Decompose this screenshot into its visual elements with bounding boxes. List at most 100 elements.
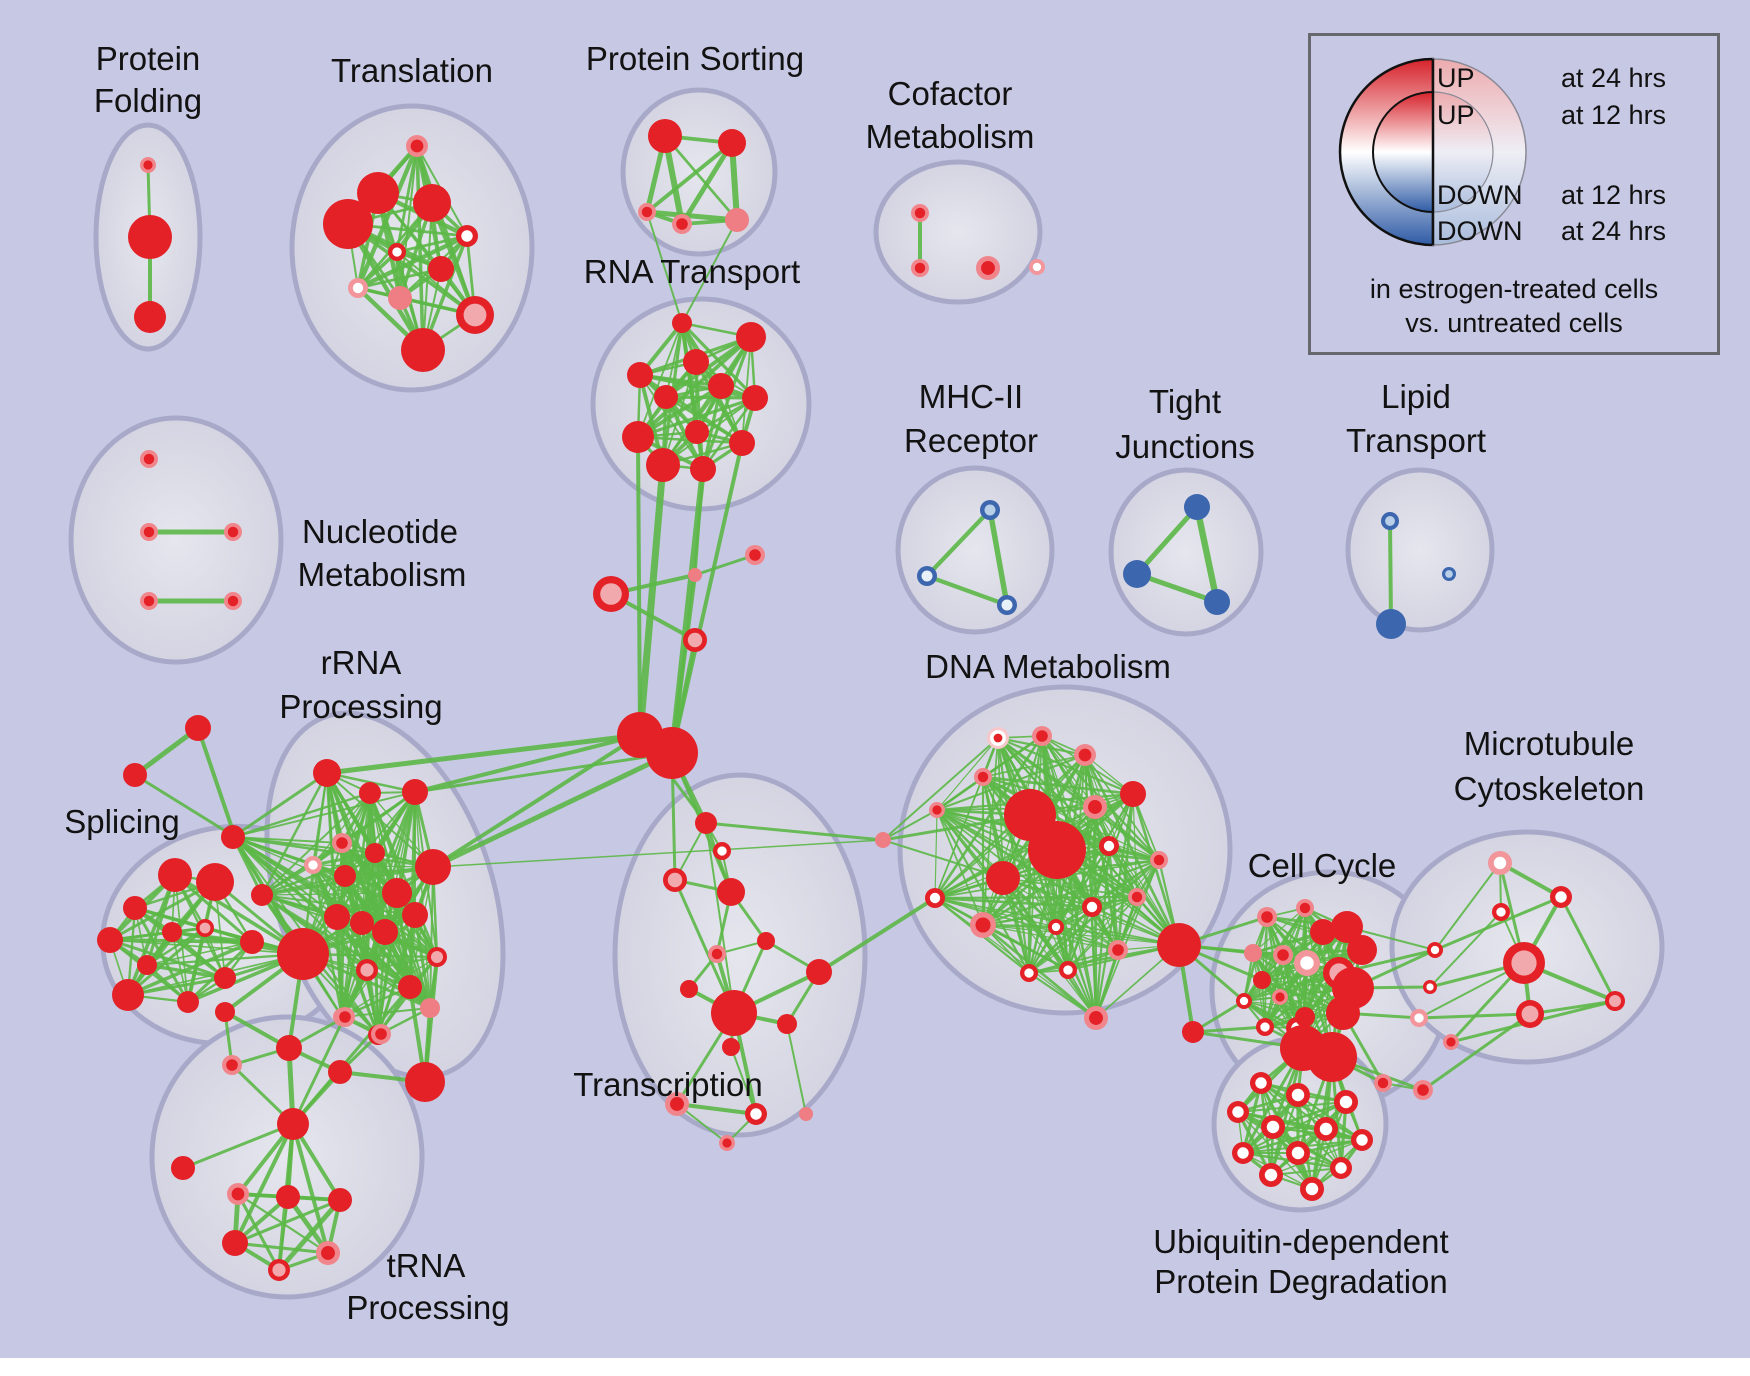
network-node-tj3 xyxy=(1204,589,1230,615)
network-node-sp1 xyxy=(185,715,211,741)
network-edge-clique xyxy=(1027,971,1098,1020)
network-edge-clique xyxy=(126,940,254,997)
network-node-dm19-core xyxy=(1024,968,1034,978)
network-node-cf4-core xyxy=(1032,262,1042,272)
network-node-tr3 xyxy=(328,1188,352,1212)
network-node-cc1-core xyxy=(1261,911,1273,923)
network-node-ts8 xyxy=(680,980,698,998)
network-edge-clique xyxy=(1241,1127,1328,1155)
network-edge xyxy=(705,822,735,1014)
network-node-ub9-core xyxy=(1291,1146,1305,1160)
network-edge-clique xyxy=(933,734,1044,900)
cluster-label-cell-cycle-line1: Cell Cycle xyxy=(1248,847,1397,884)
network-node-tb3 xyxy=(276,1035,302,1061)
network-node-cx6-core xyxy=(1417,1084,1429,1096)
cluster-label-mhc-ii-receptor-line2: Receptor xyxy=(904,422,1038,459)
network-node-mc3-core xyxy=(1496,907,1506,917)
network-node-rr18 xyxy=(398,975,422,999)
cluster-label-ubiquitin-degradation-line2: Protein Degradation xyxy=(1154,1263,1448,1300)
network-node-sp7 xyxy=(97,927,123,953)
network-edge-clique xyxy=(173,873,254,944)
network-node-ts1 xyxy=(695,812,717,834)
network-edge xyxy=(681,219,738,324)
network-edge xyxy=(882,737,999,841)
network-node-ub3-core xyxy=(1339,1095,1353,1109)
network-edge-clique xyxy=(982,754,1086,778)
network-node-mc6-core xyxy=(1609,995,1621,1007)
network-node-pf1-core xyxy=(143,160,153,170)
network-node-cf2-core xyxy=(914,262,926,274)
network-node-sp5 xyxy=(196,863,234,901)
network-node-tr5-core xyxy=(321,1246,335,1260)
network-node-tj2 xyxy=(1123,560,1151,588)
network-node-tb9 xyxy=(405,1062,445,1102)
cluster-ellipse-nucleotide-metabolism xyxy=(68,415,284,665)
network-edge-clique xyxy=(376,891,399,1037)
network-node-dm1-core xyxy=(993,733,1003,743)
network-edge xyxy=(1429,911,1502,988)
legend-footer: in estrogen-treated cells vs. untreated … xyxy=(1311,272,1717,340)
cluster-label-dna-metabolism-line1: DNA Metabolism xyxy=(925,648,1171,685)
network-node-rr5-core xyxy=(336,837,348,849)
network-node-cc20 xyxy=(1182,1021,1204,1043)
network-node-sp12 xyxy=(177,991,199,1013)
network-node-mc5-core xyxy=(1521,1005,1539,1023)
network-node-rr8 xyxy=(334,865,356,887)
network-edge xyxy=(646,211,683,324)
cluster-ellipse-lipid-transport xyxy=(1345,467,1495,633)
network-node-cx1-core xyxy=(1430,945,1440,955)
network-node-ps2 xyxy=(718,129,746,157)
network-node-rr11 xyxy=(382,878,412,908)
network-node-pf3 xyxy=(134,301,166,333)
network-node-cc5 xyxy=(1347,935,1377,965)
network-node-dm3-core xyxy=(1078,748,1092,762)
network-node-tl8-core xyxy=(352,282,364,294)
network-node-rr12 xyxy=(402,902,428,928)
legend-down-12-time: at 12 hrs xyxy=(1561,180,1667,210)
network-node-dm5-core xyxy=(932,805,942,815)
network-edge xyxy=(1388,519,1393,626)
network-edge xyxy=(730,1046,757,1115)
network-edge xyxy=(882,809,938,841)
network-edge-clique xyxy=(261,892,398,896)
network-edge-clique xyxy=(1055,859,1160,928)
legend-up-24-label: UP xyxy=(1437,63,1475,93)
network-edge-clique xyxy=(232,791,416,838)
cluster-label-tight-junctions-line1: Tight xyxy=(1149,383,1221,420)
network-node-rt3 xyxy=(683,349,709,375)
network-node-rt9 xyxy=(622,421,654,453)
network-edge-clique xyxy=(1067,859,1160,971)
network-edge xyxy=(1433,895,1563,952)
network-edge-clique xyxy=(1134,504,1200,577)
cluster-label-trna-processing-line1: tRNA xyxy=(387,1247,466,1284)
network-edge-clique xyxy=(429,200,478,318)
network-node-tl9 xyxy=(388,286,412,310)
network-edge-clique xyxy=(1095,859,1160,1019)
network-node-dm11-core xyxy=(1103,840,1115,852)
network-node-nm4-core xyxy=(143,595,155,607)
legend-glyph xyxy=(1338,57,1527,247)
bottom-margin xyxy=(0,1358,1750,1376)
network-node-rr2 xyxy=(359,782,381,804)
network-edge-clique xyxy=(276,1197,343,1273)
network-node-dm18-core xyxy=(1112,944,1124,956)
network-edge-clique xyxy=(336,914,416,918)
network-node-ub1-core xyxy=(1255,1077,1267,1089)
network-edge-clique xyxy=(429,866,434,1009)
network-node-ub8-core xyxy=(1237,1147,1249,1159)
network-edge-clique xyxy=(145,952,305,967)
network-node-ps4-core xyxy=(676,218,688,230)
network-node-cx5-core xyxy=(1377,1077,1389,1089)
cluster-label-rrna-processing-line1: rRNA xyxy=(321,644,402,681)
network-node-mc4-core xyxy=(1511,950,1537,976)
legend-footer-line2: vs. untreated cells xyxy=(1405,308,1623,338)
network-node-rr15 xyxy=(372,919,398,945)
network-node-tl7 xyxy=(428,256,454,282)
network-edge-clique xyxy=(934,897,1119,951)
network-edge-clique xyxy=(935,808,1031,975)
network-node-tr2 xyxy=(276,1185,300,1209)
network-edge xyxy=(432,839,884,868)
network-node-cc8-core xyxy=(1300,956,1314,970)
cluster-label-lipid-transport-line1: Lipid xyxy=(1381,378,1451,415)
cluster-ellipse-mhc-ii-receptor xyxy=(895,465,1055,635)
